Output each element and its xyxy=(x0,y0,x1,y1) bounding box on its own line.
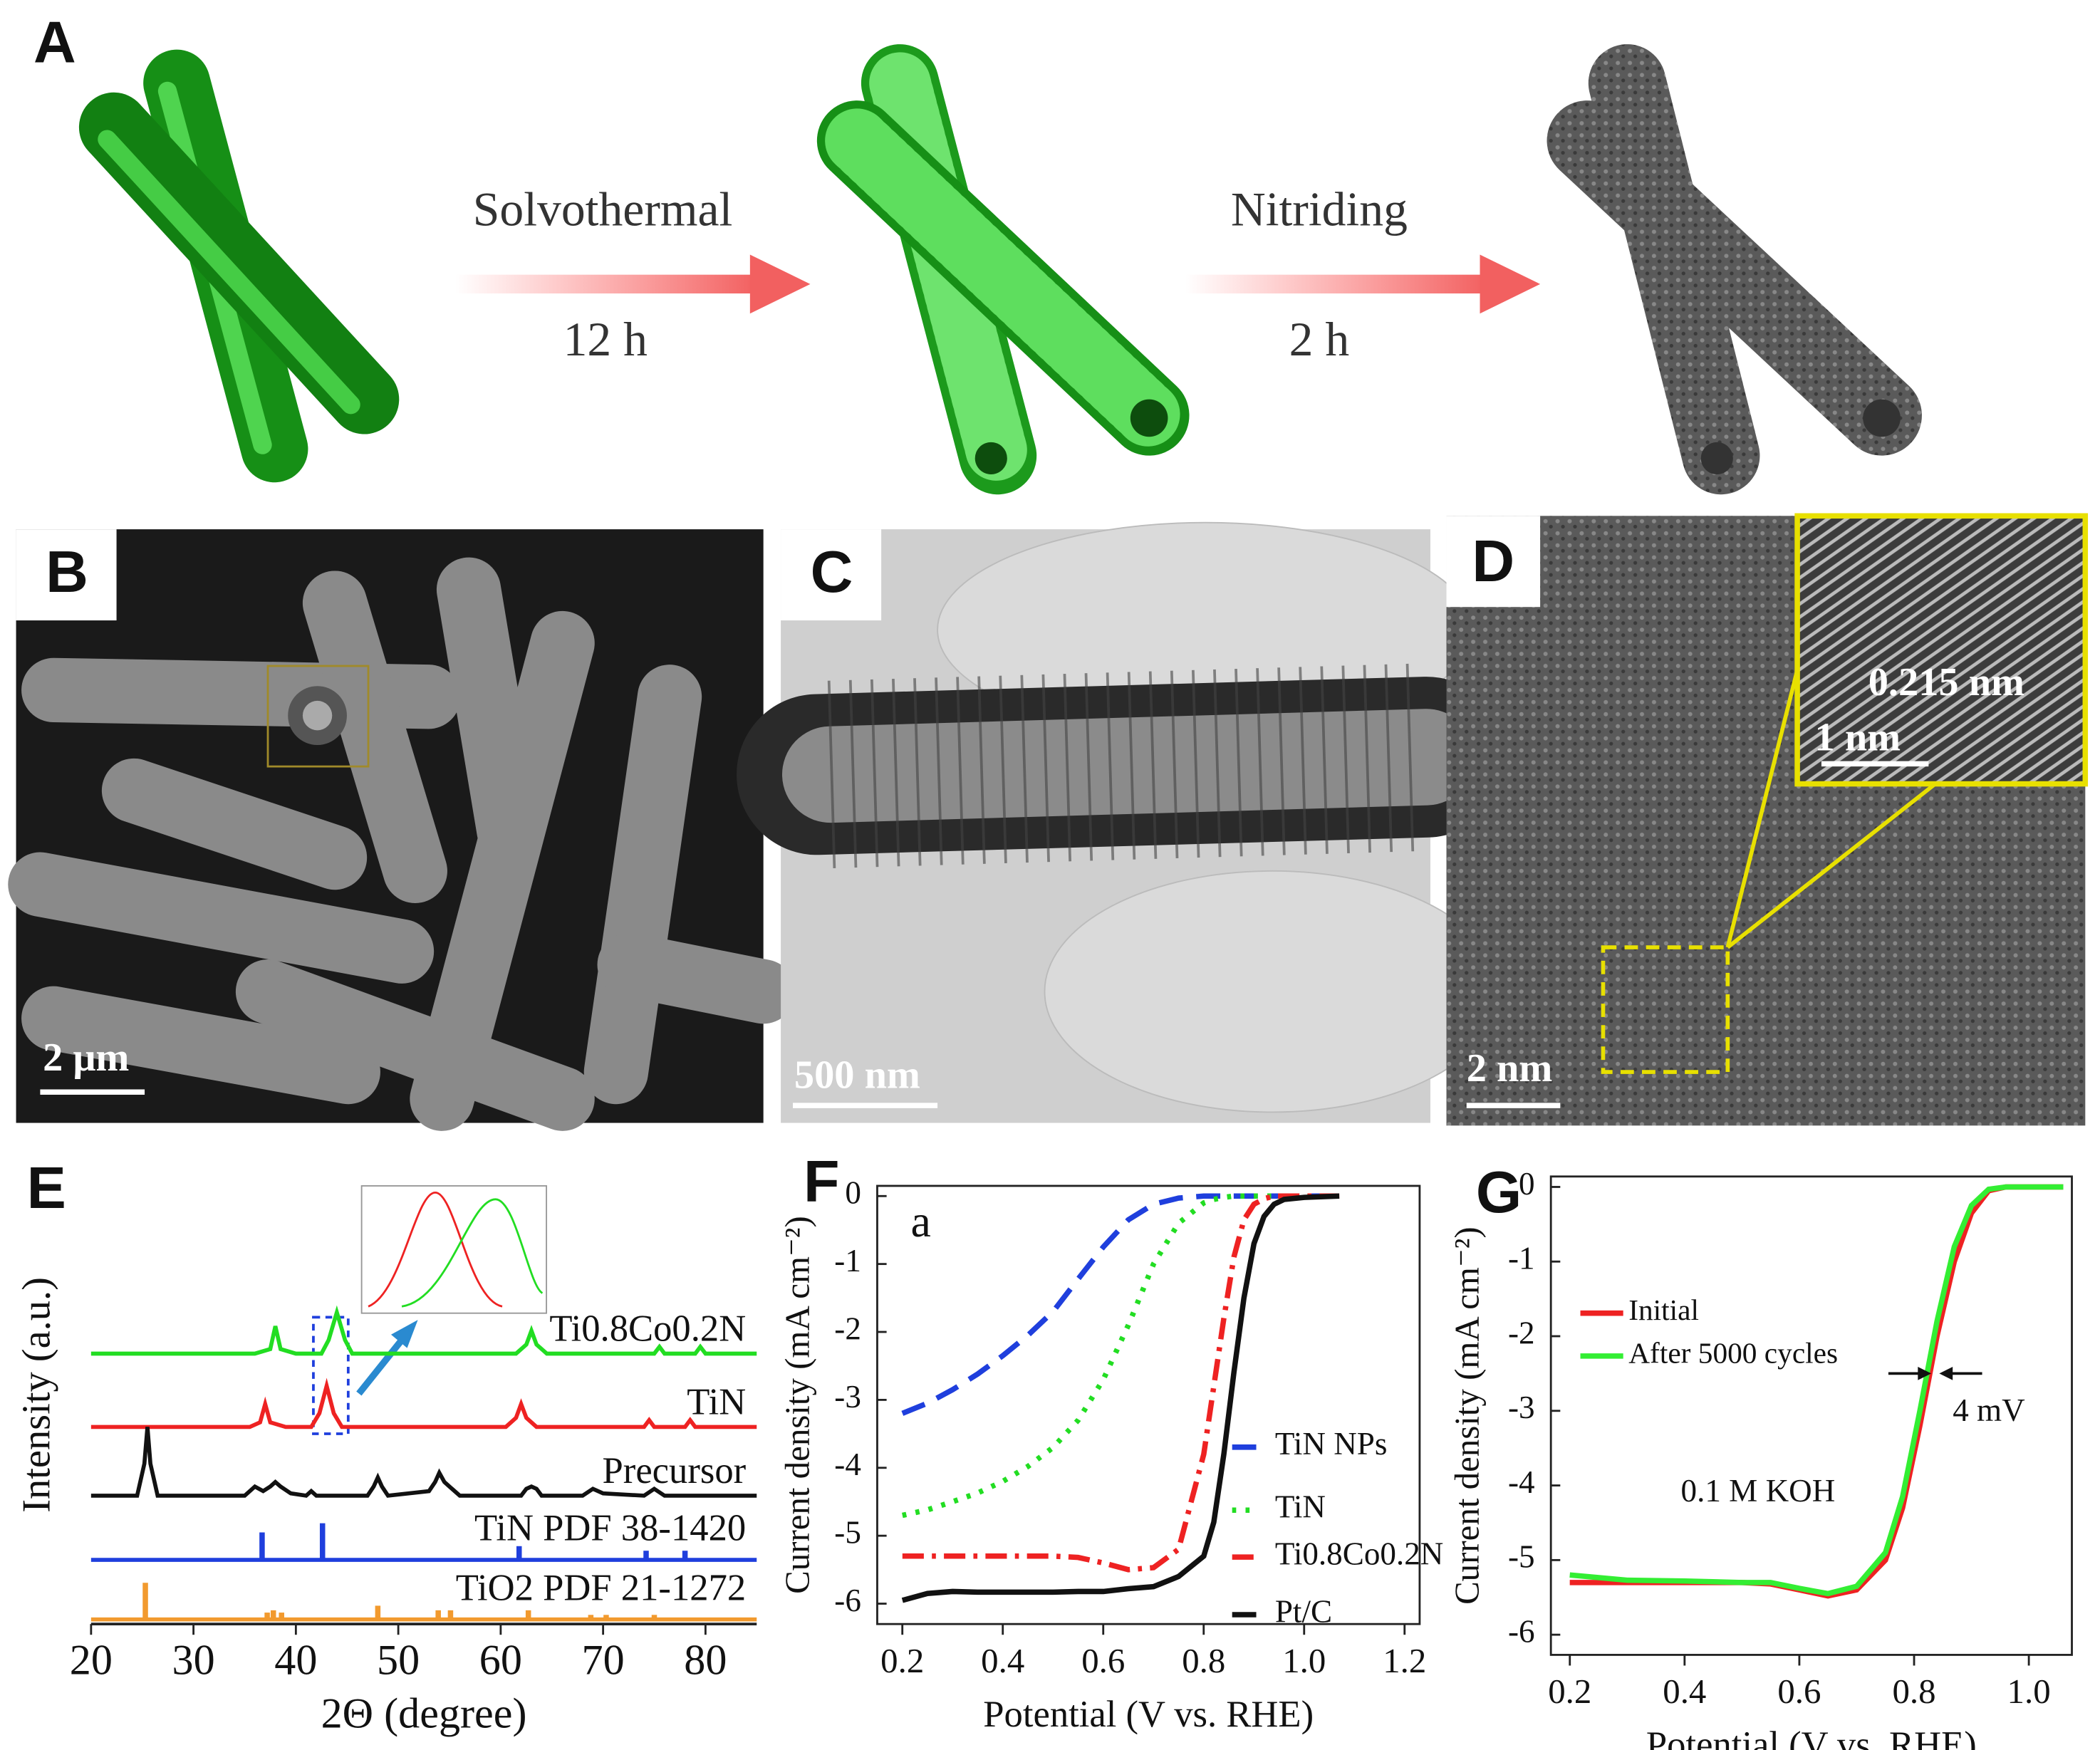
tubes-precursor xyxy=(78,49,400,483)
y-tick-label: -5 xyxy=(834,1515,861,1551)
annotation: a xyxy=(910,1196,930,1246)
x-axis-title: Potential (V vs. RHE) xyxy=(983,1694,1314,1735)
panel-label: D xyxy=(1472,528,1514,594)
y-tick-label: 0 xyxy=(845,1175,861,1211)
plot-frame xyxy=(1549,1175,2073,1656)
x-tick-label: 0.2 xyxy=(880,1641,924,1680)
panel-label: G xyxy=(1476,1159,1522,1225)
y-tick-label: -6 xyxy=(1508,1613,1535,1649)
y-tick-label: -3 xyxy=(1508,1390,1535,1425)
x-tick-label: 1.0 xyxy=(2007,1672,2051,1711)
x-axis-title: 2Θ (degree) xyxy=(321,1690,527,1738)
step-time: 2 h xyxy=(1289,313,1350,366)
x-tick-label: 20 xyxy=(70,1636,113,1684)
series-label: TiN PDF 38-1420 xyxy=(474,1508,746,1549)
legend-label: Ti0.8Co0.2N xyxy=(1275,1536,1444,1571)
panel-label: C xyxy=(811,538,853,605)
shift-arrow-head xyxy=(1939,1366,1953,1380)
x-tick-label: 40 xyxy=(274,1636,317,1684)
series-label: Ti0.8Co0.2N xyxy=(549,1308,746,1350)
scale-bar-label: 2 nm xyxy=(1467,1046,1553,1090)
legend-label: TiN xyxy=(1275,1489,1326,1525)
y-tick-label: 0 xyxy=(1519,1166,1535,1202)
x-tick-label: 0.4 xyxy=(1663,1672,1706,1711)
tem-image xyxy=(737,521,1507,1123)
x-tick-label: 60 xyxy=(479,1636,522,1684)
shift-arrow-head xyxy=(1918,1366,1932,1380)
panel-label: E xyxy=(27,1155,66,1221)
y-tick-label: -2 xyxy=(834,1311,861,1346)
y-tick-label: -1 xyxy=(834,1243,861,1278)
data-line xyxy=(90,1377,757,1429)
legend-label: TiN NPs xyxy=(1275,1426,1388,1462)
scale-bar-label: 500 nm xyxy=(794,1053,920,1097)
plot-frame xyxy=(876,1184,1421,1625)
y-tick-label: -5 xyxy=(1508,1539,1535,1575)
y-axis-title: Current density (mA cm⁻²) xyxy=(778,1216,817,1594)
series-label: TiO2 PDF 21-1272 xyxy=(456,1567,746,1608)
x-tick-label: 50 xyxy=(377,1636,420,1684)
x-tick-label: 70 xyxy=(582,1636,625,1684)
scale-bar-label: 1 nm xyxy=(1815,715,1901,759)
e-inset xyxy=(312,1185,548,1435)
series-label: TiN xyxy=(687,1381,746,1422)
x-tick-label: 0.6 xyxy=(1081,1641,1125,1680)
legend-label: Initial xyxy=(1628,1293,1699,1326)
x-tick-label: 30 xyxy=(172,1636,215,1684)
x-tick-label: 1.2 xyxy=(1383,1641,1426,1680)
tubes-solvothermal xyxy=(816,44,1190,495)
step-time: 12 h xyxy=(563,313,648,366)
sem-image xyxy=(8,529,796,1131)
hrtem-image xyxy=(1446,513,2089,1126)
data-line xyxy=(902,1193,1340,1573)
step-method: Nitriding xyxy=(1231,183,1408,236)
y-axis-title: Current density (mA cm⁻²) xyxy=(1447,1226,1487,1605)
x-tick-label: 1.0 xyxy=(1282,1641,1326,1680)
data-line xyxy=(1569,1184,2064,1597)
annotation: 0.1 M KOH xyxy=(1681,1473,1836,1509)
x-tick-label: 0.6 xyxy=(1777,1672,1821,1711)
scale-bar-label: 2 μm xyxy=(43,1036,129,1080)
legend-label: After 5000 cycles xyxy=(1628,1336,1838,1369)
y-tick-label: -3 xyxy=(834,1379,861,1415)
x-tick-label: 0.2 xyxy=(1548,1672,1591,1711)
data-line xyxy=(901,1193,1340,1416)
y-tick-label: -4 xyxy=(834,1447,861,1482)
y-tick-label: -1 xyxy=(1508,1241,1535,1276)
annotation: 4 mV xyxy=(1953,1392,2025,1428)
data-line xyxy=(902,1193,1340,1519)
x-axis-title: Potential (V vs. RHE) xyxy=(1646,1724,1977,1750)
y-tick-label: -2 xyxy=(1508,1315,1535,1350)
x-tick-label: 0.4 xyxy=(981,1641,1024,1680)
series-label: Precursor xyxy=(603,1450,747,1491)
panel-label: A xyxy=(33,9,76,75)
tubes-nitrided xyxy=(1547,44,1922,495)
panel-label: B xyxy=(46,538,88,605)
x-tick-label: 80 xyxy=(684,1636,727,1684)
x-tick-label: 0.8 xyxy=(1182,1641,1225,1680)
step-method: Solvothermal xyxy=(473,183,733,236)
data-line xyxy=(90,1305,757,1356)
panel-label: F xyxy=(804,1148,840,1214)
lattice-spacing: 0.215 nm xyxy=(1868,660,2024,704)
y-tick-label: -6 xyxy=(834,1583,861,1618)
x-tick-label: 0.8 xyxy=(1892,1672,1935,1711)
y-tick-label: -4 xyxy=(1508,1464,1535,1500)
data-line xyxy=(901,1193,1340,1603)
y-axis-title: Intensity (a.u.) xyxy=(14,1277,58,1513)
arrow xyxy=(455,254,1541,314)
legend-label: Pt/C xyxy=(1275,1593,1332,1629)
data-line xyxy=(1569,1184,2064,1599)
data-line xyxy=(90,1427,757,1498)
